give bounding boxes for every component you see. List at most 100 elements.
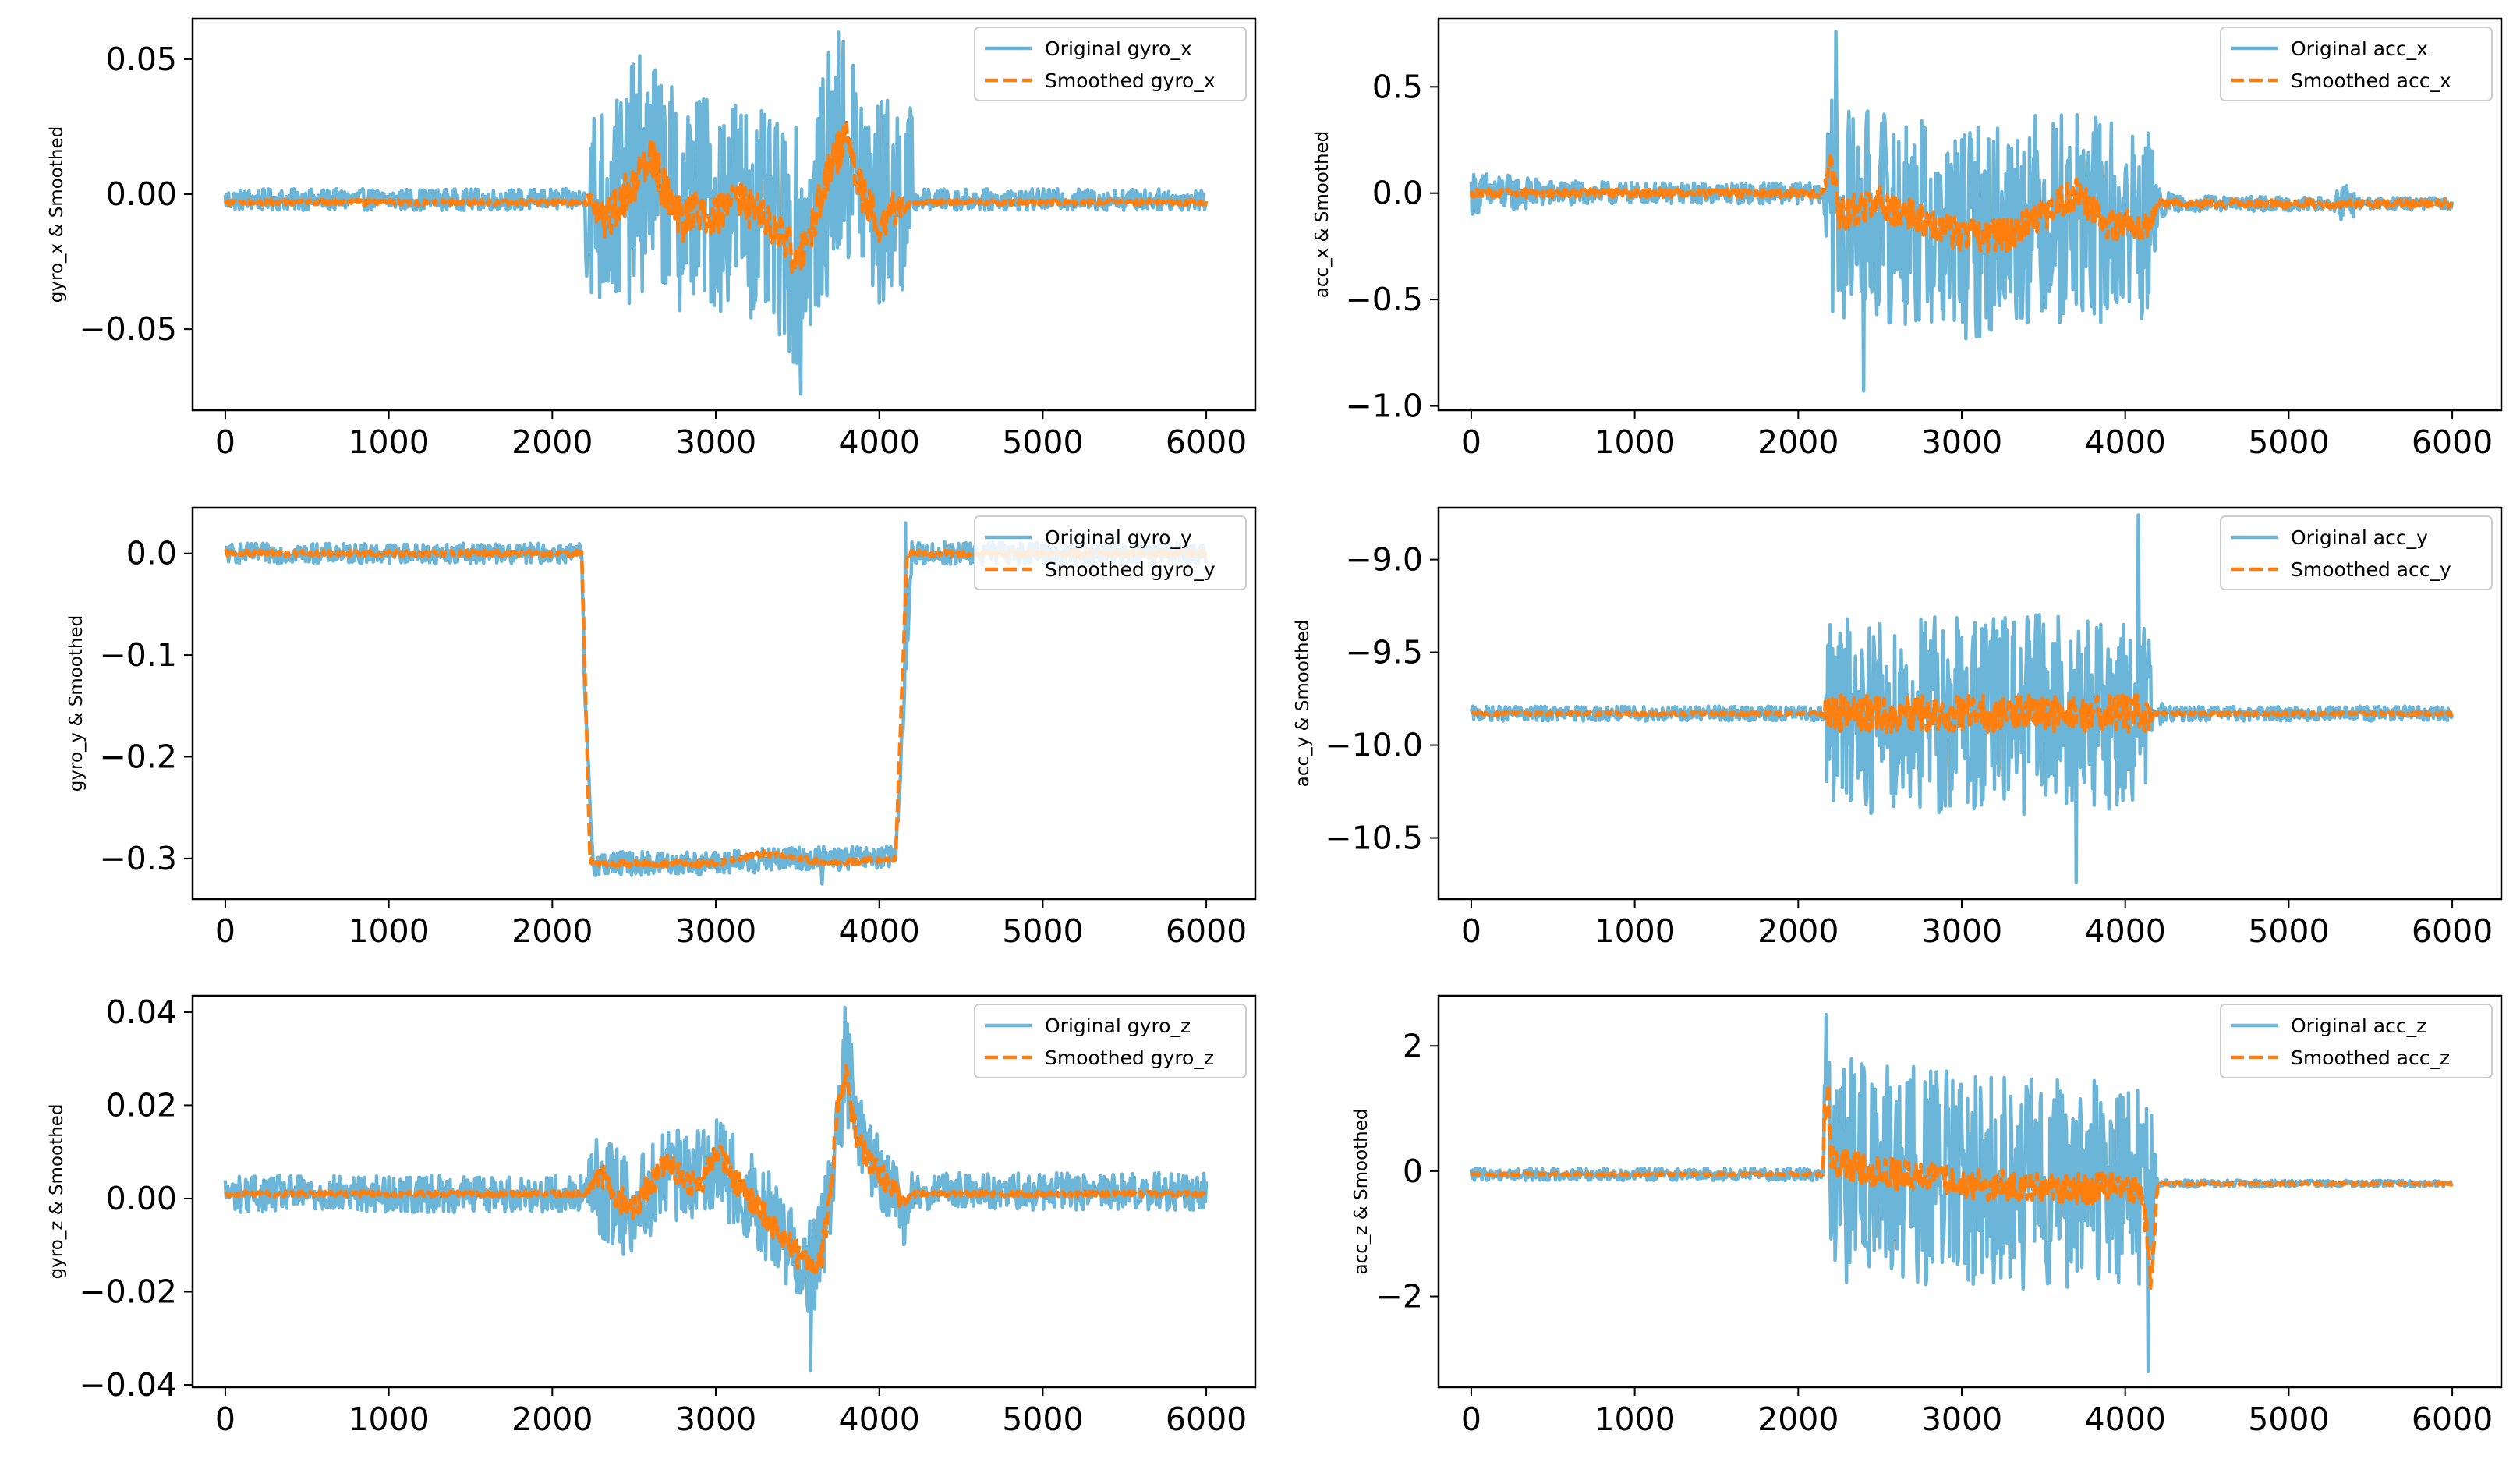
subplot-acc_x: 0 1000 2000 3000 4000 5000 6000 −1.0 −0.5 0.0 0.5 a… bbox=[1312, 17, 2503, 461]
x-tick-label: 4000 bbox=[2085, 1401, 2166, 1438]
x-tick-label: 6000 bbox=[1166, 1401, 1247, 1438]
y-axis-label: gyro_x & Smoothed bbox=[47, 126, 67, 303]
axes-frame bbox=[1437, 994, 2503, 1389]
legend-label: Original acc_y bbox=[2291, 526, 2428, 549]
legend-label: Original gyro_x bbox=[1045, 37, 1192, 60]
y-tick-label: 0.04 bbox=[106, 993, 177, 1031]
x-tick-label: 5000 bbox=[2248, 1401, 2329, 1438]
y-axis-label: gyro_y & Smoothed bbox=[66, 615, 87, 791]
x-tick-label: 4000 bbox=[2085, 912, 2166, 950]
x-tick-label: 6000 bbox=[1166, 423, 1247, 461]
x-tick-label: 6000 bbox=[2412, 1401, 2493, 1438]
legend-box bbox=[974, 1004, 1247, 1078]
x-tick-label: 3000 bbox=[1921, 423, 2002, 461]
series-smoothed-acc_y bbox=[1470, 692, 2455, 735]
axes-frame bbox=[191, 994, 1257, 1389]
y-tick-label: 2 bbox=[1403, 1027, 1423, 1064]
x-tick-label: 4000 bbox=[839, 912, 920, 950]
series-original-gyro_x bbox=[223, 30, 1209, 396]
x-tick-label: 2000 bbox=[511, 912, 593, 950]
x-tick-label: 5000 bbox=[1002, 1401, 1083, 1438]
x-tick-label: 3000 bbox=[675, 1401, 756, 1438]
y-tick-label: −9.0 bbox=[1345, 541, 1423, 579]
x-tick-label: 6000 bbox=[1166, 912, 1247, 950]
x-tick-label: 1000 bbox=[348, 912, 429, 950]
legend-label: Original acc_z bbox=[2291, 1015, 2426, 1037]
plot-area bbox=[1469, 30, 2455, 393]
legend-label: Smoothed acc_y bbox=[2291, 558, 2451, 581]
axes-frame bbox=[1437, 17, 2503, 412]
subplot-grid: 0 1000 2000 3000 4000 5000 6000−0.050.000.05gy… bbox=[47, 17, 2503, 1438]
y-tick-label: 0.0 bbox=[1372, 175, 1423, 212]
legend-box bbox=[2220, 1004, 2493, 1078]
x-tick-label: 3000 bbox=[1921, 912, 2002, 950]
subplot-acc_z: 0 1000 2000 3000 4000 5000 6000 −2 0 2 acc_z & Smo… bbox=[1351, 994, 2503, 1438]
x-tick-label: 4000 bbox=[839, 1401, 920, 1438]
x-tick-label: 5000 bbox=[1002, 423, 1083, 461]
legend-label: Original acc_x bbox=[2291, 37, 2428, 60]
legend: Original gyro_y Smoothed gyro_y bbox=[974, 515, 1247, 590]
x-tick-label: 2000 bbox=[511, 423, 593, 461]
axes-frame bbox=[191, 17, 1257, 412]
x-tick-label: 6000 bbox=[2412, 423, 2493, 461]
x-tick-label: 1000 bbox=[1594, 423, 1675, 461]
x-tick-label: 0 bbox=[215, 1401, 235, 1438]
y-tick-label: −0.05 bbox=[79, 310, 177, 348]
x-tick-label: 1000 bbox=[348, 1401, 429, 1438]
y-tick-label: −0.3 bbox=[99, 840, 177, 877]
y-tick-label: 0.02 bbox=[106, 1086, 177, 1124]
x-tick-label: 0 bbox=[1461, 423, 1481, 461]
y-tick-label: −0.5 bbox=[1345, 281, 1423, 318]
series-original-acc_y bbox=[1469, 513, 2455, 884]
subplot-acc_y: 0 1000 2000 3000 4000 5000 6000 −10.5 −10.0 −9.5 −… bbox=[1293, 506, 2503, 950]
x-tick-label: 3000 bbox=[675, 912, 756, 950]
series-original-gyro_z bbox=[223, 1005, 1209, 1373]
x-tick-label: 6000 bbox=[2412, 912, 2493, 950]
y-tick-label: 0.05 bbox=[106, 41, 177, 78]
x-tick-label: 5000 bbox=[2248, 423, 2329, 461]
axes-frame bbox=[1437, 506, 2503, 901]
plot-area bbox=[223, 1005, 1209, 1373]
y-tick-label: −10.5 bbox=[1325, 819, 1423, 856]
legend-label: Smoothed gyro_y bbox=[1045, 558, 1216, 581]
legend: Original gyro_x Smoothed gyro_x bbox=[974, 27, 1247, 101]
y-axis-label: acc_y & Smoothed bbox=[1293, 620, 1313, 788]
subplot-gyro_x: 0 1000 2000 3000 4000 5000 6000 −0.05 0.00 0.05 gy… bbox=[47, 17, 1257, 461]
x-tick-label: 3000 bbox=[1921, 1401, 2002, 1438]
x-tick-label: 1000 bbox=[348, 423, 429, 461]
y-tick-label: −10.0 bbox=[1325, 727, 1423, 764]
subplot-gyro_z: 0 1000 2000 3000 4000 5000 6000 −0.04 −0.02 0.00 0… bbox=[47, 993, 1257, 1438]
y-tick-label: −0.02 bbox=[79, 1273, 177, 1310]
legend-label: Original gyro_y bbox=[1045, 526, 1192, 549]
y-tick-label: 0 bbox=[1403, 1153, 1423, 1190]
legend-box bbox=[974, 27, 1247, 101]
y-tick-label: 0.0 bbox=[126, 535, 177, 572]
plot-area bbox=[1469, 513, 2455, 884]
plot-area bbox=[1469, 1012, 2454, 1374]
y-axis-label: acc_z & Smoothed bbox=[1351, 1108, 1371, 1274]
x-tick-label: 2000 bbox=[1757, 1401, 1839, 1438]
legend-label: Smoothed gyro_x bbox=[1045, 69, 1216, 92]
x-tick-label: 3000 bbox=[675, 423, 756, 461]
x-tick-label: 4000 bbox=[2085, 423, 2166, 461]
legend-label: Smoothed acc_x bbox=[2291, 69, 2451, 92]
x-tick-label: 0 bbox=[1461, 912, 1481, 950]
x-tick-label: 1000 bbox=[1594, 912, 1675, 950]
y-tick-label: −0.1 bbox=[99, 636, 177, 674]
x-tick-label: 5000 bbox=[2248, 912, 2329, 950]
legend-label: Smoothed acc_z bbox=[2291, 1046, 2450, 1069]
subplot-gyro_y: 0 1000 2000 3000 4000 5000 6000 −0.3 −0.2 −0.1 0.0… bbox=[66, 506, 1257, 950]
series-smoothed-gyro_z bbox=[223, 1064, 1208, 1276]
y-axis-label: acc_x & Smoothed bbox=[1312, 131, 1333, 299]
plot-area bbox=[223, 30, 1209, 396]
legend: Original gyro_z Smoothed gyro_z bbox=[974, 1004, 1247, 1078]
y-tick-label: −0.04 bbox=[79, 1366, 177, 1404]
legend: Original acc_x Smoothed acc_x bbox=[2220, 27, 2493, 101]
x-tick-label: 0 bbox=[215, 423, 235, 461]
axes-frame bbox=[191, 506, 1257, 901]
y-tick-label: −9.5 bbox=[1345, 634, 1423, 671]
x-tick-label: 1000 bbox=[1594, 1401, 1675, 1438]
y-tick-label: −0.2 bbox=[99, 738, 177, 775]
x-tick-label: 5000 bbox=[1002, 912, 1083, 950]
